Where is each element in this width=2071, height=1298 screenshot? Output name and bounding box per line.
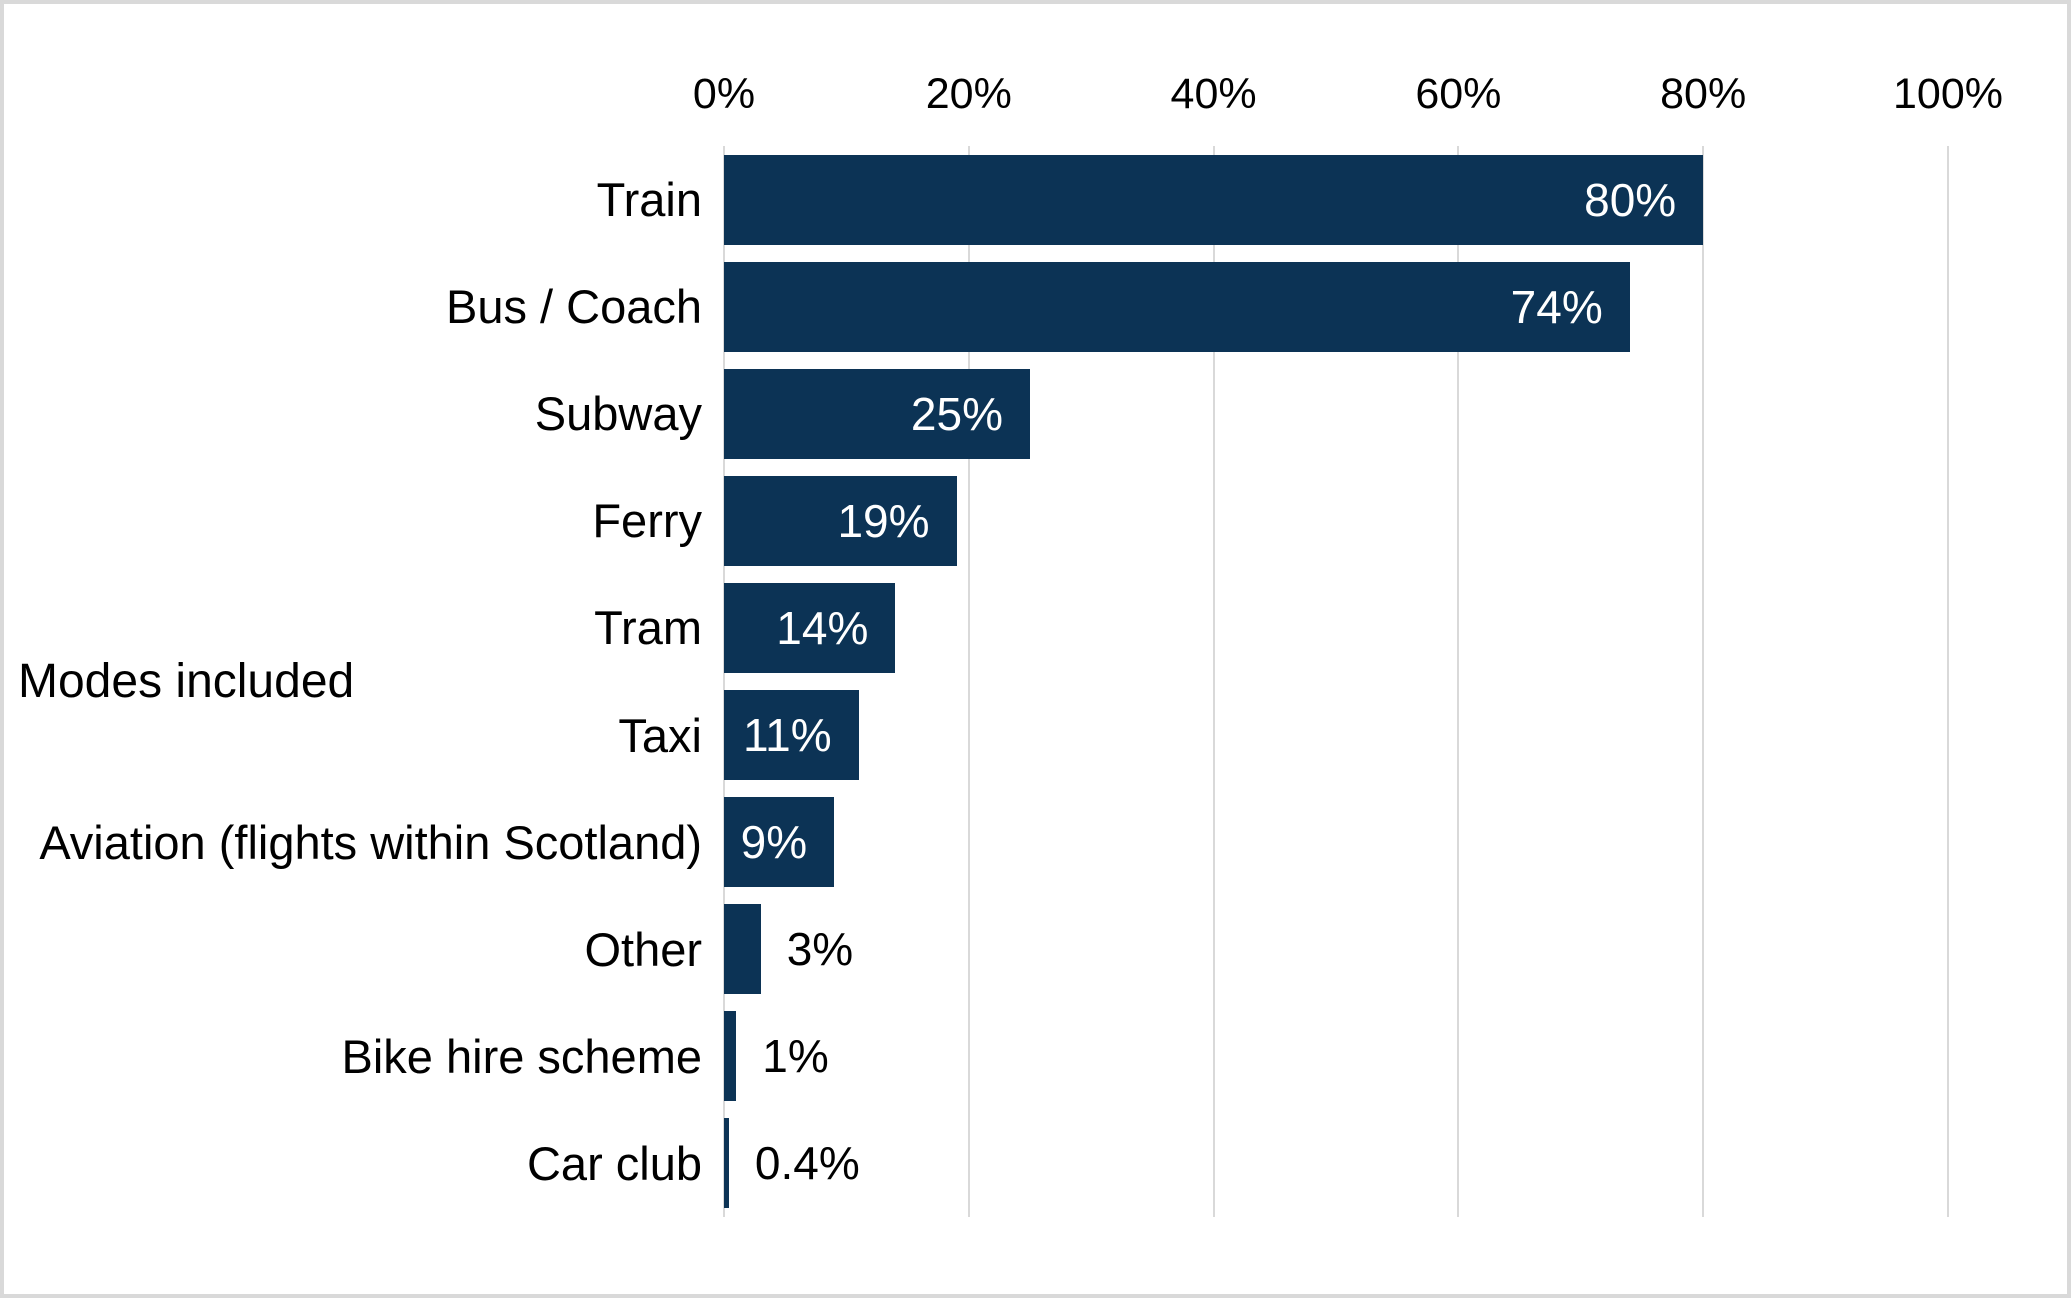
value-label: 11% [742,709,832,762]
x-axis-tick-label: 0% [692,70,756,118]
category-label: Train [596,173,702,226]
bar [724,797,835,888]
value-label: 0.4% [754,1137,860,1190]
bar [724,904,761,995]
category-label: Aviation (flights within Scotland) [39,815,702,869]
value-label: 3% [786,923,854,976]
value-label: 14% [776,601,869,654]
x-axis-tick-label: 100% [1893,70,2003,118]
category-label: Ferry [592,494,702,548]
gridline [1457,146,1460,1217]
value-label: 1% [762,1030,829,1083]
category-label: Taxi [618,708,702,762]
bar [724,475,957,566]
value-label: 19% [837,494,930,547]
gridline [1947,146,1949,1217]
category-label: Subway [534,387,702,441]
gridline [1702,146,1705,1217]
value-label: 74% [1510,280,1603,333]
bar [724,582,896,673]
gridline [723,146,725,1217]
value-label: 25% [910,387,1003,440]
gridline [1212,146,1215,1217]
x-axis-tick-label: 80% [1660,70,1747,118]
x-axis-tick-label: 20% [925,70,1012,118]
category-label: Tram [594,601,702,655]
bar [724,154,1704,245]
y-axis-title: Modes included [18,654,355,708]
value-label: 80% [1584,173,1677,226]
value-label: 9% [740,816,808,869]
category-label: Car club [526,1136,702,1190]
bar [724,1118,729,1209]
category-label: Bike hire scheme [341,1029,703,1083]
bar [724,368,1030,459]
x-axis-tick-label: 40% [1170,70,1257,118]
category-label: Other [584,922,702,976]
bar [724,690,859,781]
bar [724,261,1630,352]
category-label: Bus / Coach [445,280,702,334]
gridline [967,146,970,1217]
x-axis-tick-label: 60% [1415,70,1502,118]
bar [724,1011,737,1102]
